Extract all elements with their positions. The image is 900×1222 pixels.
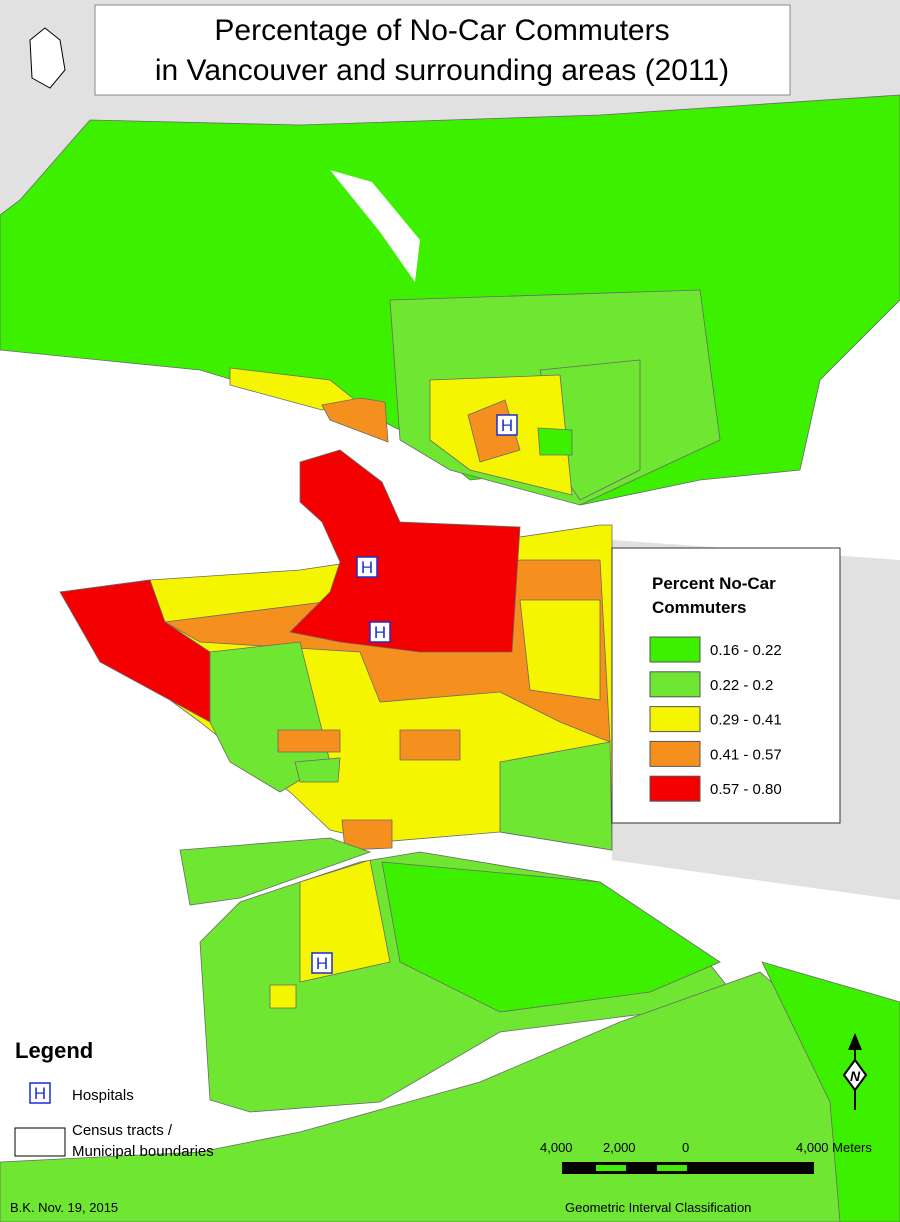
class-label: 0.16 - 0.22	[710, 642, 782, 659]
region	[321, 397, 389, 443]
region	[499, 741, 613, 851]
hospital: H	[496, 414, 518, 436]
credit: B.K. Nov. 19, 2015	[10, 1200, 118, 1215]
class-swatch	[649, 636, 701, 663]
hospital-symbol: H	[361, 558, 373, 577]
region	[179, 837, 372, 906]
scale-label: 2,000	[603, 1140, 636, 1155]
class-legend: Percent No-Car Commuters 0.16 - 0.22 0.22…	[611, 547, 841, 824]
north-arrow: N	[842, 1033, 868, 1110]
hospital-symbol: H	[316, 954, 328, 973]
hospital: H	[369, 621, 391, 643]
class-swatch	[649, 740, 701, 767]
region	[519, 599, 601, 701]
class-legend-title: Commuters	[652, 598, 746, 617]
scale-label: 0	[682, 1140, 689, 1155]
class-label: 0.22 - 0.2	[710, 677, 773, 694]
legend-label: Hospitals	[72, 1087, 134, 1104]
class-label: 0.57 - 0.80	[710, 781, 782, 798]
class-legend-title: Percent No-Car	[652, 574, 776, 593]
region	[381, 861, 721, 1013]
hospital: H	[311, 952, 333, 974]
legend-hospital-symbol: H	[29, 1082, 51, 1104]
class-swatch	[649, 671, 701, 698]
title-line: in Vancouver and surrounding areas (2011…	[155, 54, 729, 87]
legend-label: Municipal boundaries	[72, 1143, 214, 1160]
region	[399, 729, 461, 761]
class-label: 0.29 - 0.41	[710, 712, 782, 729]
north-label: N	[850, 1068, 861, 1084]
region	[289, 449, 521, 653]
scale-bar: 4,000 2,000 0 4,000 Meters Geometric Int…	[540, 1140, 872, 1215]
hospital-symbol: H	[374, 623, 386, 642]
region	[269, 984, 297, 1009]
scale-label: 4,000	[540, 1140, 573, 1155]
region	[299, 859, 391, 983]
classification: Geometric Interval Classification	[565, 1200, 751, 1215]
region	[209, 641, 331, 793]
region	[341, 819, 393, 851]
region	[294, 757, 341, 783]
scale-label: 4,000 Meters	[796, 1140, 872, 1155]
boundary-symbol	[14, 1127, 66, 1157]
lake	[330, 170, 420, 282]
region	[277, 729, 341, 753]
title-line: Percentage of No-Car Commuters	[214, 14, 669, 47]
region	[761, 961, 900, 1222]
legend-title: Legend	[15, 1038, 93, 1063]
island	[29, 27, 66, 89]
hospital: H	[356, 556, 378, 578]
legend-label: Census tracts /	[72, 1122, 173, 1139]
region	[0, 971, 900, 1222]
class-swatch	[649, 706, 701, 733]
class-swatch	[649, 775, 701, 802]
hospital-symbol: H	[501, 416, 513, 435]
class-label: 0.41 - 0.57	[710, 746, 782, 763]
hospital-symbol: H	[34, 1084, 46, 1103]
region	[537, 427, 573, 456]
title-box	[94, 4, 791, 96]
